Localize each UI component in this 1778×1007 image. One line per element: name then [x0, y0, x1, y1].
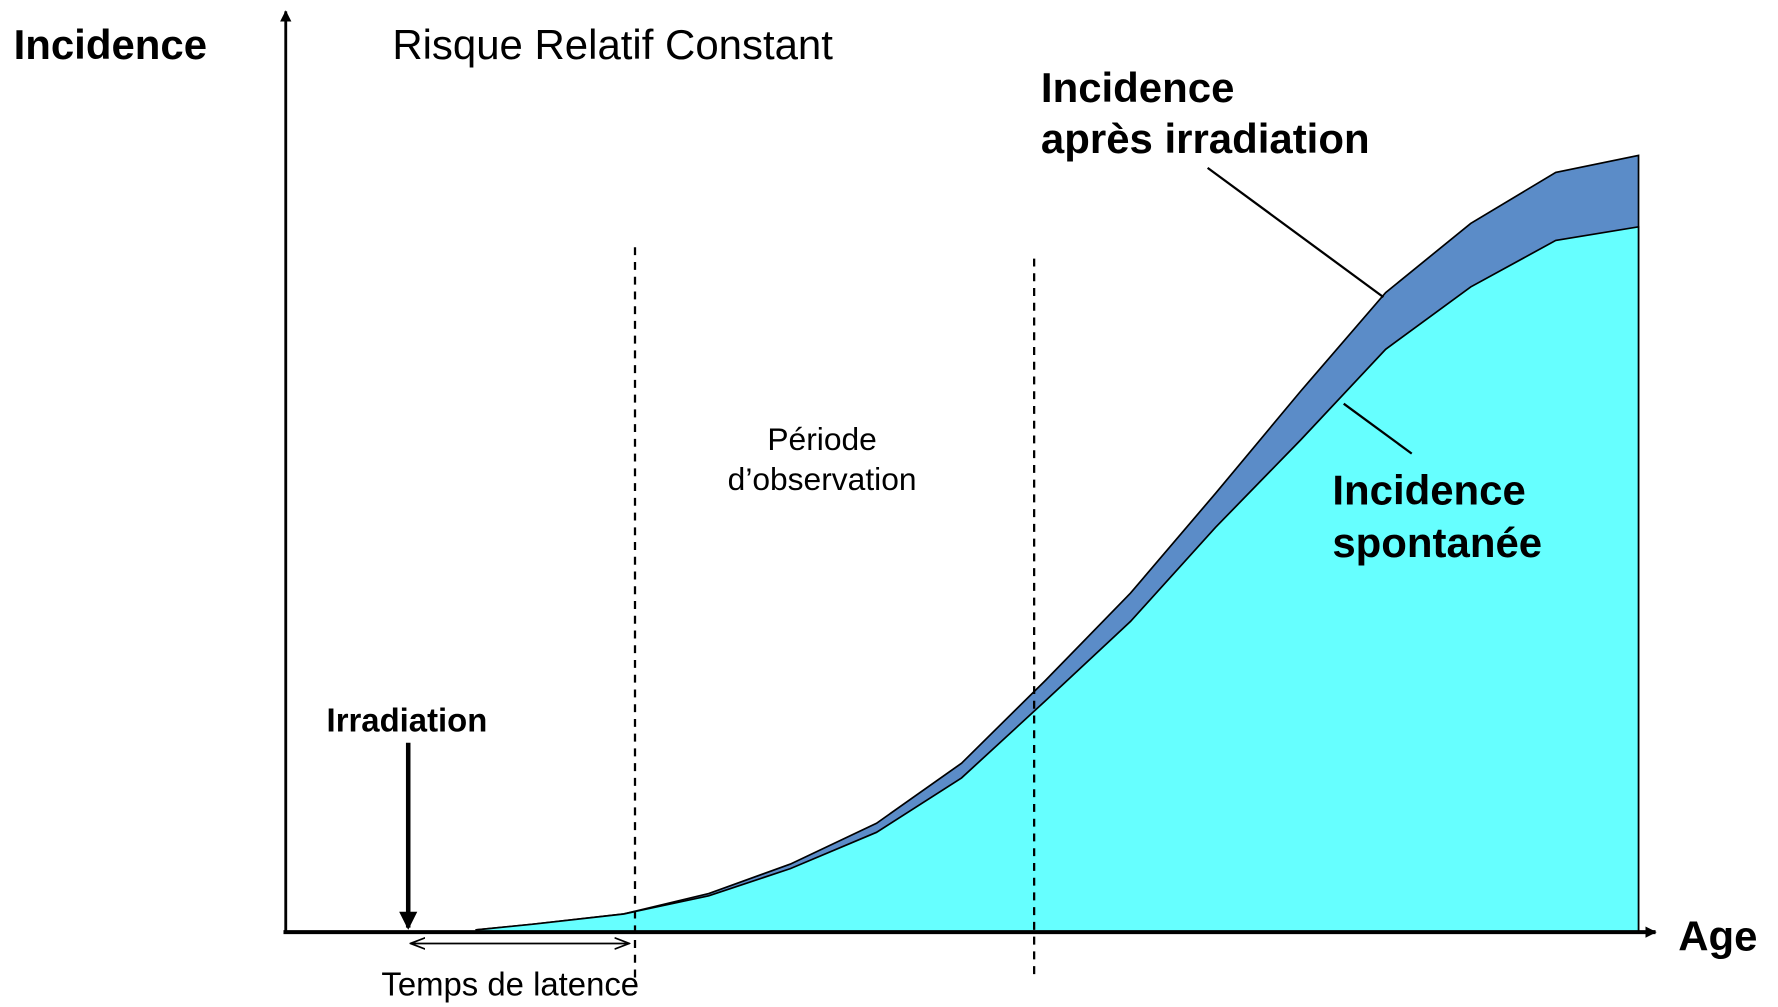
- observation-label: Période: [767, 421, 876, 457]
- x-axis-label: Age: [1678, 912, 1757, 959]
- title: Risque Relatif Constant: [392, 21, 833, 68]
- irradiation-label: Irradiation: [327, 701, 488, 738]
- spontaneous-label: spontanée: [1332, 519, 1542, 566]
- spontaneous-area: [475, 225, 1640, 933]
- latency-label: Temps de latence: [381, 966, 639, 1003]
- leader-spontaneous: [1343, 402, 1413, 455]
- observation-label: d’observation: [728, 461, 917, 497]
- irradiated-label: Incidence: [1041, 64, 1234, 111]
- y-axis-label: Incidence: [14, 21, 207, 68]
- spontaneous-label: Incidence: [1332, 467, 1525, 514]
- irradiated-label: après irradiation: [1041, 115, 1370, 162]
- leader-irradiated: [1206, 166, 1385, 299]
